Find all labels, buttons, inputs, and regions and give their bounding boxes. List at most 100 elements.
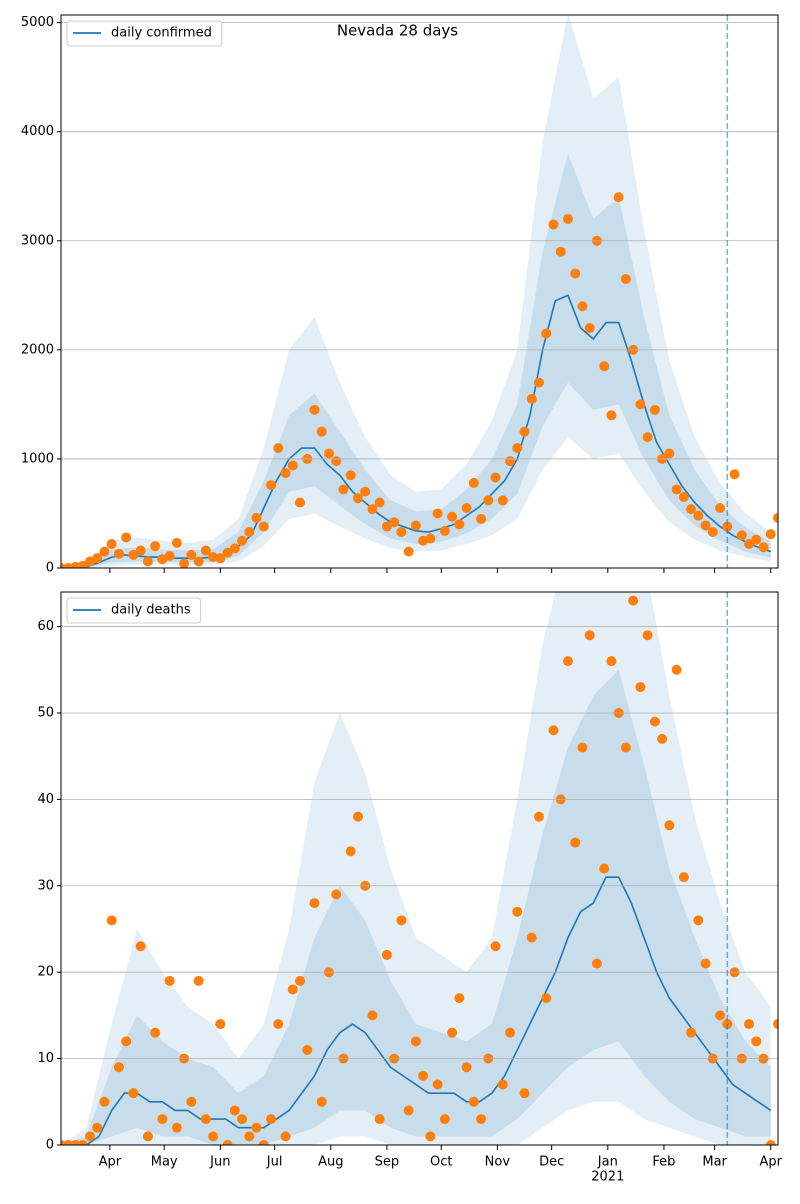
data-point [447,511,458,522]
data-point [606,656,617,667]
data-point [287,984,298,995]
y-tick-label: 60 [37,619,54,634]
y-tick-label: 20 [37,965,54,980]
data-point [273,1019,284,1030]
data-point [309,898,320,909]
data-point [338,484,349,495]
data-point [367,1010,378,1021]
data-point [121,532,132,543]
confidence-band [61,669,771,1145]
data-point [497,1079,508,1090]
data-point [244,1131,255,1142]
data-point [99,1096,110,1107]
data-point [113,1062,124,1073]
data-point [570,268,581,279]
data-point [613,192,624,203]
data-point [519,426,530,437]
data-point [686,1027,697,1038]
data-point [345,470,356,481]
data-point [468,1096,479,1107]
y-tick-label: 4000 [21,124,54,139]
data-point [84,1131,95,1142]
data-point [396,527,407,538]
confidence-band [61,15,771,568]
data-point [215,1019,226,1030]
y-tick-label: 0 [46,561,54,576]
data-point [751,534,762,545]
x-tick-label: Apr [99,1155,122,1170]
data-point [649,716,660,727]
data-point [454,993,465,1004]
data-point [773,1019,778,1030]
data-point [381,521,392,532]
data-point [736,530,747,541]
data-point [476,513,487,524]
line [61,294,772,568]
data-point [577,301,588,312]
data-point [360,486,371,497]
x-year-label: 2021 [591,1170,624,1185]
line [61,876,772,1145]
data-point [693,915,704,926]
data-point [295,497,305,508]
data-point [237,535,248,546]
data-point [468,477,479,488]
y-tick-label: 0 [46,1138,54,1153]
data-point [773,512,778,523]
data-point [671,484,682,495]
data-point [751,1036,762,1047]
x-tick-label: Apr [760,1155,783,1170]
data-point [266,1114,277,1125]
data-point [454,519,465,530]
data-point [548,219,559,230]
data-point [222,547,233,558]
data-point [707,527,718,538]
data-point [316,426,327,437]
data-point [678,492,689,503]
data-point [106,539,117,550]
data-point [150,1027,161,1038]
x-tick-label: Jul [266,1155,283,1170]
data-point [584,630,595,641]
data-point [403,546,414,557]
data-point [664,448,675,459]
confidence-band [61,153,771,568]
data-point [244,527,255,538]
data-point [562,213,573,224]
data-point [396,915,407,926]
data-point [186,1096,197,1107]
data-point [483,495,494,506]
data-point [519,1088,530,1099]
data-point [331,456,342,467]
data-point [316,1096,327,1107]
data-point [715,503,726,514]
legend: daily confirmed [66,20,223,47]
data-point [758,542,769,553]
data-point [164,975,175,986]
data-point [570,837,581,848]
data-point [693,510,704,521]
data-point [193,556,204,567]
data-point [266,480,277,491]
data-point [367,504,378,515]
x-tick-label: Mar [702,1155,727,1170]
data-point [352,811,363,822]
data-point [258,1140,269,1145]
y-tick-label: 3000 [21,233,54,248]
data-point [439,1114,450,1125]
plot-area [61,15,778,568]
data-point [157,1114,168,1125]
data-point [686,504,697,515]
data-point [425,533,436,544]
x-tick-label: Dec [539,1155,564,1170]
data-point [251,512,262,523]
x-tick-label: Jan [597,1155,618,1170]
data-point [106,915,117,926]
data-point [229,543,240,554]
confidence-band [61,592,771,1145]
data-point [765,1140,776,1145]
x-tick-label: Oct [430,1155,452,1170]
data-point [715,1010,726,1021]
y-tick-label: 10 [37,1051,54,1066]
